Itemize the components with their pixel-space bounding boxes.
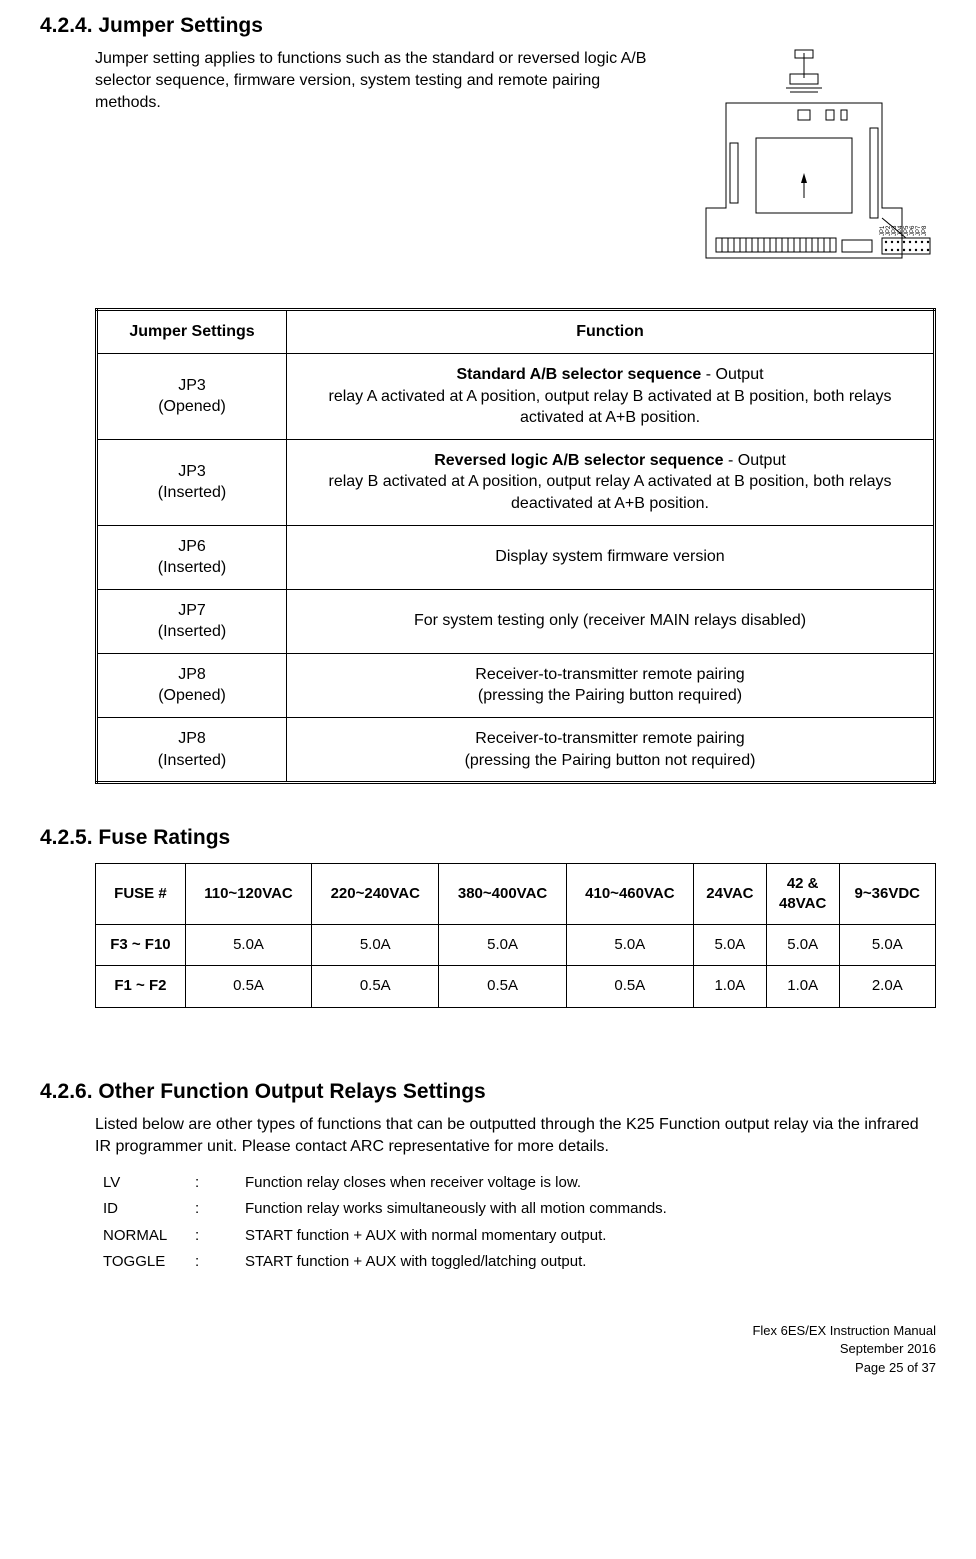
fuse-cell: 0.5A (312, 966, 439, 1007)
func-sep: : (195, 1226, 245, 1246)
table-row: JP8(Inserted)Receiver-to-transmitter rem… (97, 718, 935, 783)
fuse-cell: 1.0A (766, 966, 839, 1007)
table-row: JP6(Inserted)Display system firmware ver… (97, 525, 935, 589)
jumper-th-function: Function (287, 310, 935, 354)
heading-424: 4.2.4. Jumper Settings (40, 12, 936, 40)
jumper-function-cell: Receiver-to-transmitter remote pairing(p… (287, 653, 935, 717)
table-row: F3 ~ F105.0A5.0A5.0A5.0A5.0A5.0A5.0A (96, 925, 936, 966)
func-sep: : (195, 1252, 245, 1272)
s426-intro: Listed below are other types of function… (95, 1114, 936, 1157)
jumper-id-cell: JP8(Opened) (97, 653, 287, 717)
fuse-cell: 5.0A (185, 925, 311, 966)
func-key: LV (95, 1173, 195, 1193)
table-row: JP7(Inserted)For system testing only (re… (97, 589, 935, 653)
fuse-th: 220~240VAC (312, 863, 439, 925)
func-sep: : (195, 1199, 245, 1219)
fuse-th: 410~460VAC (566, 863, 693, 925)
heading-425: 4.2.5. Fuse Ratings (40, 824, 936, 852)
footer-date: September 2016 (40, 1340, 936, 1358)
list-item: LV:Function relay closes when receiver v… (95, 1173, 936, 1193)
fuse-th: 110~120VAC (185, 863, 311, 925)
jumper-function-cell: Standard A/B selector sequence - Outputr… (287, 353, 935, 439)
jumper-id-cell: JP3(Opened) (97, 353, 287, 439)
list-item: ID:Function relay works simultaneously w… (95, 1199, 936, 1219)
jumper-function-cell: Display system firmware version (287, 525, 935, 589)
func-desc: Function relay works simultaneously with… (245, 1199, 936, 1219)
fuse-th: FUSE # (96, 863, 186, 925)
fuse-cell: 5.0A (439, 925, 566, 966)
fuse-row-label: F1 ~ F2 (96, 966, 186, 1007)
jumper-id-cell: JP3(Inserted) (97, 439, 287, 525)
jumper-th-settings: Jumper Settings (97, 310, 287, 354)
func-key: ID (95, 1199, 195, 1219)
fuse-ratings-table: FUSE #110~120VAC220~240VAC380~400VAC410~… (95, 863, 936, 1008)
jumper-id-cell: JP7(Inserted) (97, 589, 287, 653)
jumper-function-cell: For system testing only (receiver MAIN r… (287, 589, 935, 653)
footer-doc-title: Flex 6ES/EX Instruction Manual (40, 1322, 936, 1340)
fuse-cell: 2.0A (839, 966, 935, 1007)
fuse-th: 24VAC (694, 863, 767, 925)
fuse-th: 380~400VAC (439, 863, 566, 925)
fuse-cell: 5.0A (566, 925, 693, 966)
func-key: TOGGLE (95, 1252, 195, 1272)
list-item: TOGGLE:START function + AUX with toggled… (95, 1252, 936, 1272)
fuse-cell: 5.0A (694, 925, 767, 966)
table-row: JP3(Opened)Standard A/B selector sequenc… (97, 353, 935, 439)
heading-426: 4.2.6. Other Function Output Relays Sett… (40, 1078, 936, 1106)
fuse-th: 42 &48VAC (766, 863, 839, 925)
intro-text: Jumper setting applies to functions such… (95, 48, 656, 113)
func-desc: START function + AUX with normal momenta… (245, 1226, 936, 1246)
table-row: JP8(Opened)Receiver-to-transmitter remot… (97, 653, 935, 717)
func-key: NORMAL (95, 1226, 195, 1246)
fuse-cell: 5.0A (766, 925, 839, 966)
jumper-id-cell: JP6(Inserted) (97, 525, 287, 589)
table-row: F1 ~ F20.5A0.5A0.5A0.5A1.0A1.0A2.0A (96, 966, 936, 1007)
fuse-cell: 5.0A (312, 925, 439, 966)
fuse-cell: 1.0A (694, 966, 767, 1007)
board-diagram: JP1 JP2 JP3 JP4 JP5 JP6 JP7 JP8 (686, 48, 936, 278)
footer-page: Page 25 of 37 (40, 1359, 936, 1377)
function-relay-list: LV:Function relay closes when receiver v… (95, 1173, 936, 1272)
jumper-id-cell: JP8(Inserted) (97, 718, 287, 783)
list-item: NORMAL:START function + AUX with normal … (95, 1226, 936, 1246)
jumper-settings-table: Jumper Settings Function JP3(Opened)Stan… (95, 308, 936, 784)
func-sep: : (195, 1173, 245, 1193)
table-row: JP3(Inserted)Reversed logic A/B selector… (97, 439, 935, 525)
func-desc: START function + AUX with toggled/latchi… (245, 1252, 936, 1272)
jp-label: JP8 (922, 225, 928, 236)
fuse-cell: 0.5A (566, 966, 693, 1007)
fuse-th: 9~36VDC (839, 863, 935, 925)
fuse-cell: 0.5A (185, 966, 311, 1007)
fuse-row-label: F3 ~ F10 (96, 925, 186, 966)
fuse-cell: 0.5A (439, 966, 566, 1007)
func-desc: Function relay closes when receiver volt… (245, 1173, 936, 1193)
jumper-function-cell: Receiver-to-transmitter remote pairing(p… (287, 718, 935, 783)
fuse-cell: 5.0A (839, 925, 935, 966)
jumper-function-cell: Reversed logic A/B selector sequence - O… (287, 439, 935, 525)
page-footer: Flex 6ES/EX Instruction Manual September… (40, 1322, 936, 1377)
